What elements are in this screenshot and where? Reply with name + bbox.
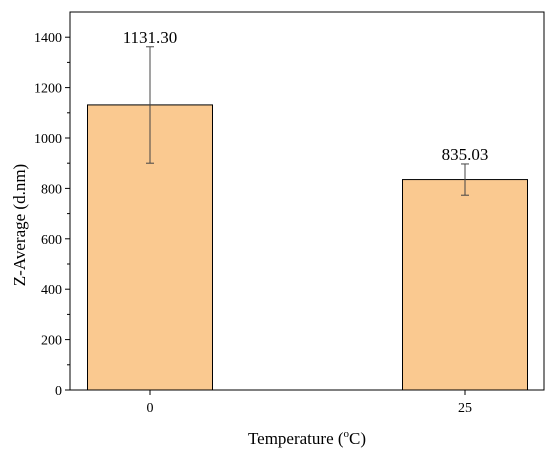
y-tick-label-1400: 1400 [34, 31, 62, 46]
y-tick-label-400: 400 [41, 283, 62, 298]
x-axis-title-main: Temperature ( [248, 429, 344, 448]
x-tick-label-25: 25 [458, 401, 472, 416]
data-labels-layer: 1131.30 835.03 [123, 28, 489, 164]
x-axis-title: Temperature (oC) [248, 428, 366, 448]
axis-layer: 0 200 400 600 800 1000 1200 1400 0 25 [34, 11, 545, 416]
y-tick-label-1200: 1200 [34, 82, 62, 97]
y-axis-title: Z-Average (d.nm) [10, 164, 29, 286]
x-axis-title-superscript: o [344, 428, 350, 440]
y-tick-label-200: 200 [41, 334, 62, 349]
error-bars-layer [146, 46, 469, 196]
bar-25 [402, 179, 528, 391]
y-tick-label-600: 600 [41, 233, 62, 248]
x-tick-label-0: 0 [147, 401, 154, 416]
plot-frame [69, 11, 545, 391]
y-tick-label-800: 800 [41, 182, 62, 197]
y-tick-label-1000: 1000 [34, 132, 62, 147]
data-label-25: 835.03 [442, 145, 489, 164]
y-tick-label-0: 0 [55, 384, 62, 399]
data-label-0: 1131.30 [123, 28, 178, 47]
x-axis-title-end: C) [349, 429, 366, 448]
